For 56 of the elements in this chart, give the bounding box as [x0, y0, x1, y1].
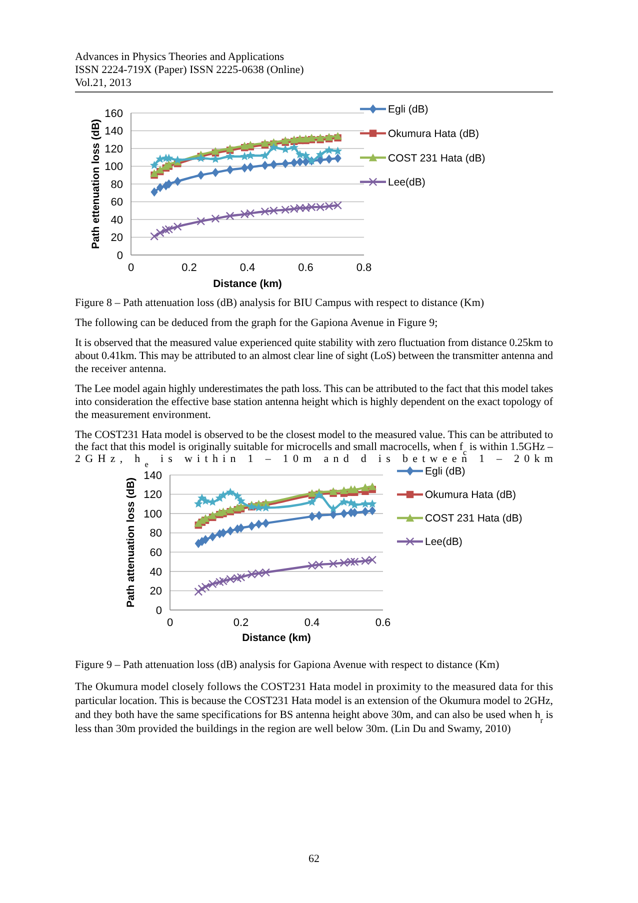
- y-axis-title: Path attenuation loss (dB): [125, 477, 137, 608]
- text: Figure 9 – Path attenuation loss (dB) analysis for Gapiona Avenue with respect to distance (Km): [75, 659, 500, 671]
- x-tick-label: 0.4: [240, 262, 256, 274]
- y-tick-label: 80: [150, 528, 162, 540]
- legend-label: COST 231 Hata (dB): [425, 512, 522, 525]
- y-tick-label: 0: [116, 250, 123, 262]
- x-tick-label: 0.6: [298, 262, 314, 274]
- y-tick-label: 40: [150, 566, 162, 578]
- legend-label: COST 231 Hata (dB): [388, 152, 486, 164]
- text: into consideration the effective base station antenna height which is highly dependent on the exact topology of: [75, 396, 554, 408]
- text: The Lee model again highly underestimates the path loss. This can be attributed to the fact that this model takes: [75, 383, 553, 395]
- legend-label: Okumura Hata (dB): [425, 489, 516, 502]
- legend-label: Lee(dB): [388, 176, 426, 189]
- text: about 0.41km. This may be attributed to an almost clear line of sight (LoS) between the transmitter antenna and: [75, 350, 554, 362]
- x-tick-label: 0.2: [233, 617, 249, 629]
- y-axis-title: Path ettenuation loss (dB): [90, 118, 102, 250]
- y-tick-label: 20: [150, 586, 162, 598]
- y-tick-label: 140: [104, 126, 123, 138]
- legend-label: Egli (dB): [425, 466, 466, 478]
- text: It is observed that the measured value experienced quite stability with zero fluctuation from distance 0.25km to: [75, 337, 554, 349]
- x-tick-label: 0.4: [304, 617, 320, 629]
- y-tick-label: 120: [104, 143, 123, 156]
- y-tick-label: 0: [156, 604, 162, 617]
- text: Figure 8 – Path attenuation loss (dB) analysis for BIU Campus with respect to distance (Km): [75, 297, 484, 309]
- y-tick-label: 120: [144, 489, 162, 502]
- x-tick-label: 0.6: [375, 617, 391, 629]
- text: Vol.21, 2013: [75, 77, 132, 89]
- text: less than 30m provided the buildings in the region are well below 30m. (Lin Du and Swamy, 2010): [75, 723, 512, 735]
- y-tick-label: 140: [144, 470, 162, 482]
- x-tick-label: 0: [166, 617, 174, 629]
- y-tick-label: 20: [110, 232, 123, 244]
- legend-label: Okumura Hata (dB): [388, 128, 480, 140]
- legend-label: Lee(dB): [425, 536, 462, 548]
- x-tick-label: 0.8: [356, 262, 372, 274]
- text: the receiver antenna.: [75, 363, 167, 375]
- y-tick-label: 80: [110, 178, 123, 191]
- y-tick-label: 160: [104, 108, 123, 120]
- x-tick-label: 0.2: [182, 262, 197, 274]
- x-axis-title: Distance (km): [242, 632, 311, 644]
- text: The COST231 Hata model is observed to be the closest model to the measured value. This can be attributed to: [75, 429, 554, 441]
- y-tick-label: 100: [144, 508, 162, 520]
- text: The Okumura model closely follows the COST231 Hata model in proximity to the measured data for this: [75, 681, 553, 693]
- text: The following can be deduced from the graph for the Gapiona Avenue in Figure 9;: [75, 317, 438, 329]
- y-tick-label: 40: [110, 214, 123, 226]
- text: and they both have the same specifications for BS antenna height above 30m, and can also be used when h$_{r}$ is: [75, 709, 553, 724]
- legend-label: Egli (dB): [388, 104, 428, 116]
- text: particular location. This is because the COST231 Hata model is an extension of the Okumura model to 2GHz,: [75, 695, 554, 707]
- text: the measurement environment.: [75, 409, 212, 421]
- x-tick-label: 0: [128, 262, 134, 274]
- y-tick-label: 60: [110, 196, 123, 209]
- text: Advances in Physics Theories and Applications: [75, 51, 284, 63]
- y-tick-label: 60: [150, 546, 162, 559]
- text: ISSN 2224-719X (Paper) ISSN 2225-0638 (Online): [75, 64, 304, 76]
- text: 62: [308, 853, 320, 865]
- x-axis-title: Distance (km): [213, 278, 282, 290]
- y-tick-label: 100: [104, 161, 123, 174]
